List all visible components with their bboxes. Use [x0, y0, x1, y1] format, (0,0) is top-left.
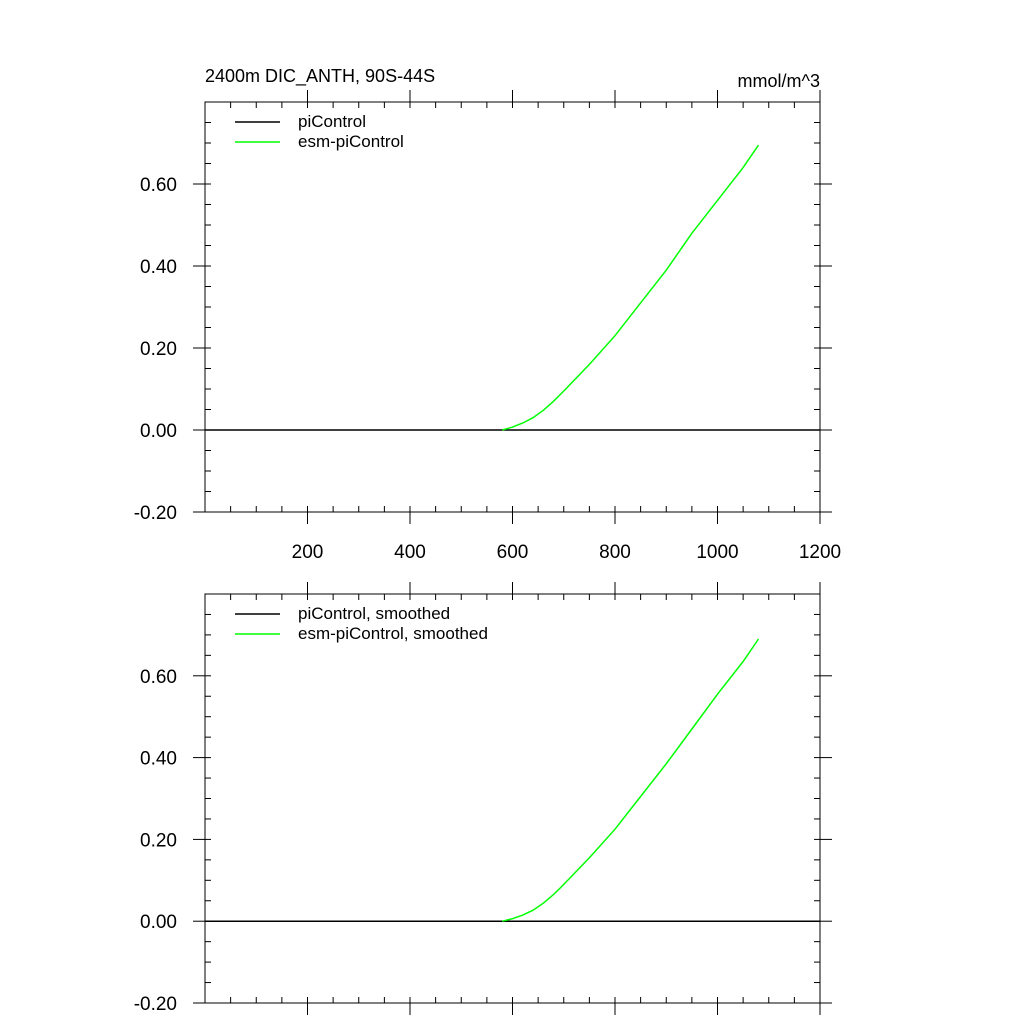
top-ytick-label: -0.20 [134, 503, 177, 524]
bottom-panel: -0.20 0.00 0.20 0.40 0.60 piControl, smoothed… [134, 582, 832, 1015]
top-ytick-label: 0.20 [140, 339, 177, 360]
top-series-line-esm-picontrol [502, 144, 760, 431]
top-xtick-label: 600 [497, 542, 529, 563]
top-plot-frame [204, 101, 821, 513]
bottom-ytick-label: 0.20 [140, 830, 177, 851]
bottom-ytick-label: -0.20 [134, 994, 177, 1015]
top-legend-label: esm-piControl [298, 132, 404, 151]
bottom-legend-label: piControl, smoothed [298, 604, 450, 623]
bottom-ytick-label: 0.40 [140, 749, 177, 770]
top-panel: -0.20 0.00 0.20 0.40 0.60 200 400 600 800 1000 120… [134, 90, 841, 563]
bottom-ytick-label: 0.00 [140, 912, 177, 933]
top-ytick-label: 0.40 [140, 257, 177, 278]
top-xtick-label: 1000 [696, 542, 738, 563]
bottom-series-line-esm-picontrol [502, 638, 760, 922]
top-ytick-label: 0.00 [140, 421, 177, 442]
top-xtick-label: 400 [394, 542, 426, 563]
bottom-plot-frame [204, 593, 821, 1004]
top-xtick-label: 1200 [799, 542, 841, 563]
top-ytick-label: 0.60 [140, 175, 177, 196]
bottom-ytick-label: 0.60 [140, 667, 177, 688]
bottom-legend-label: esm-piControl, smoothed [298, 624, 488, 643]
top-xtick-label: 800 [599, 542, 631, 563]
top-xtick-label: 200 [292, 542, 324, 563]
top-legend-label: piControl [298, 112, 366, 131]
chart-title: 2400m DIC_ANTH, 90S-44S [205, 66, 435, 87]
units-label: mmol/m^3 [738, 71, 820, 91]
